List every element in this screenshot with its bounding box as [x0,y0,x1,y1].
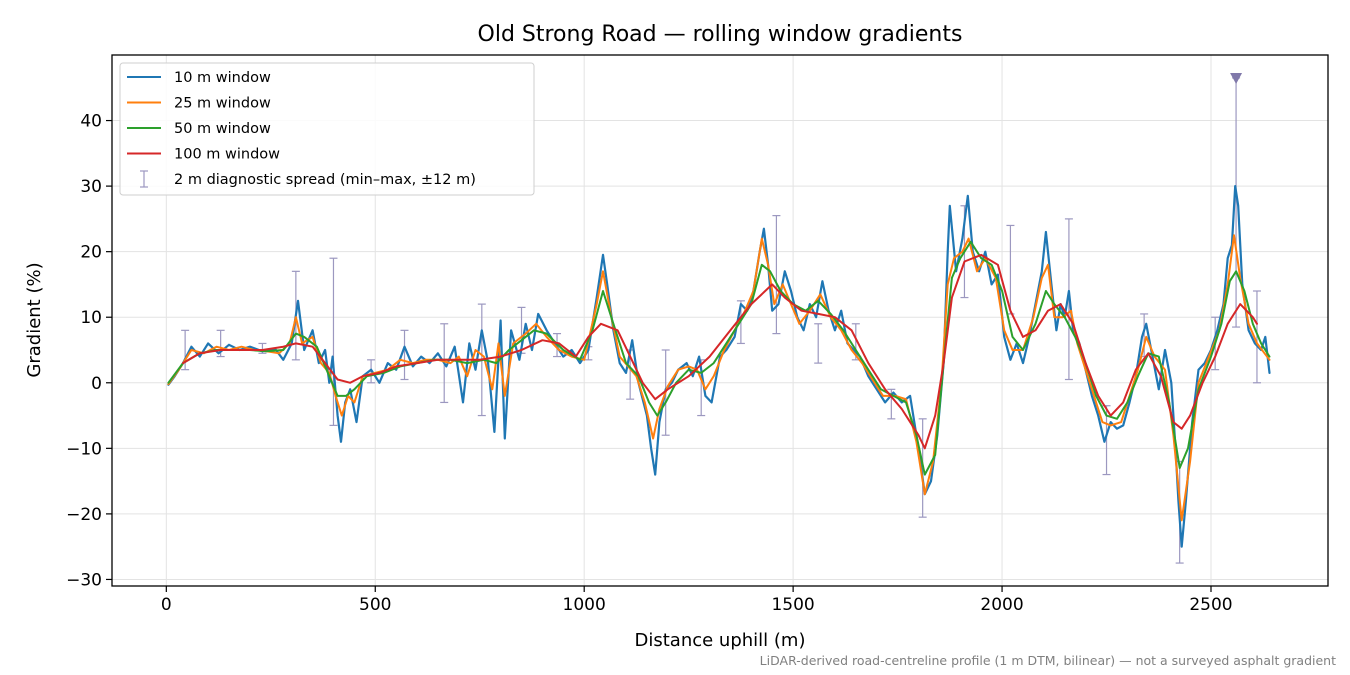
y-tick-label: 10 [80,308,102,328]
legend-label: 2 m diagnostic spread (min–max, ±12 m) [174,172,476,188]
outlier-marker [1230,72,1243,84]
x-tick-label: 500 [359,595,391,615]
x-tick-label: 0 [161,595,172,615]
x-tick-label: 2000 [980,595,1023,615]
y-tick-label: −30 [66,570,102,590]
y-tick-label: 30 [80,177,102,197]
legend-label: 25 m window [174,96,271,112]
plot-frame [111,54,1329,587]
series-line-4 [182,253,1258,450]
legend-label: 50 m window [174,121,271,137]
errorbar [329,257,338,426]
y-tick-label: −10 [66,439,102,459]
y-tick-label: −20 [66,505,102,525]
legend-label: 100 m window [174,147,280,163]
x-tick-label: 1500 [771,595,814,615]
y-tick-label: 0 [91,374,102,394]
y-axis-label: Gradient (%) [24,262,45,377]
x-tick-label: 2500 [1189,595,1232,615]
y-tick-label: 40 [80,112,102,132]
legend: 10 m window 25 m window 50 m window 100 m w… [119,62,535,196]
series-layer [167,185,1271,548]
gridlines [112,55,1328,586]
errorbar [814,323,823,364]
errorbar [772,215,781,335]
x-axis-label: Distance uphill (m) [635,630,806,651]
legend-box [119,62,535,196]
errorbar [1252,290,1261,384]
footnote: LiDAR-derived road-centreline profile (1… [760,653,1336,668]
errorbar [400,329,409,381]
errorbar [181,329,190,371]
y-tick-label: 20 [80,243,102,263]
series-line-2 [167,234,1271,522]
x-tick-label: 1000 [563,595,606,615]
errorbar-layer [181,72,1261,564]
legend-label: 10 m window [174,70,271,86]
axis-ticks: 0 500 1000 1500 2000 2500 −30 −20 −10 0 10 20 30 40 [66,112,1233,615]
chart-title: Old Strong Road — rolling window gradien… [478,22,963,47]
